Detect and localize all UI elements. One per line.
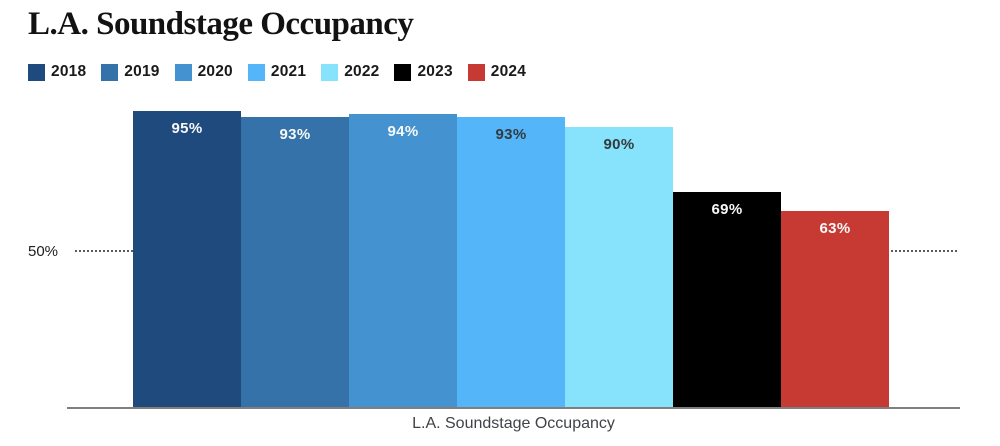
legend-item-2018: 2018: [28, 63, 86, 81]
bar-2024: 63%: [781, 211, 889, 408]
legend-label: 2020: [197, 63, 233, 80]
chart-title: L.A. Soundstage Occupancy: [28, 6, 414, 42]
legend-swatch-icon: [28, 63, 45, 81]
bar-2019: 93%: [241, 117, 349, 408]
legend-swatch-icon: [321, 63, 339, 81]
legend-item-2019: 2019: [101, 63, 159, 81]
bar-value-label: 63%: [819, 220, 851, 237]
bar-2018: 95%: [133, 111, 241, 408]
legend-swatch-icon: [394, 63, 412, 81]
x-axis-line: [67, 407, 960, 409]
bar-value-label: 95%: [171, 120, 203, 137]
legend-swatch-icon: [467, 63, 485, 81]
legend-item-2021: 2021: [247, 63, 307, 81]
bar-value-label: 69%: [711, 201, 743, 218]
legend-label: 2022: [344, 63, 380, 80]
legend-item-2024: 2024: [467, 63, 527, 81]
legend-label: 2019: [124, 63, 160, 80]
y-tick-label: 50%: [28, 243, 59, 260]
legend-swatch-icon: [174, 63, 192, 81]
bar-2020: 94%: [349, 114, 457, 408]
legend-label: 2023: [417, 63, 453, 80]
bar-2023: 69%: [673, 192, 781, 408]
legend-item-2022: 2022: [321, 63, 379, 81]
bar-2021: 93%: [457, 117, 565, 408]
bar-2022: 90%: [565, 127, 673, 408]
bar-value-label: 93%: [495, 126, 527, 143]
legend-label: 2024: [490, 63, 527, 80]
legend-label: 2021: [270, 63, 307, 80]
bar-value-label: 94%: [387, 123, 419, 140]
legend: 2018 2019 2020 2021 2022 2023 2024: [28, 63, 526, 81]
legend-item-2023: 2023: [394, 63, 453, 81]
legend-item-2020: 2020: [174, 63, 233, 81]
x-axis-label: L.A. Soundstage Occupancy: [412, 415, 615, 432]
legend-label: 2018: [51, 63, 87, 80]
bar-value-label: 90%: [603, 136, 635, 153]
legend-swatch-icon: [247, 63, 265, 81]
bar-value-label: 93%: [279, 126, 311, 143]
legend-swatch-icon: [101, 63, 119, 81]
